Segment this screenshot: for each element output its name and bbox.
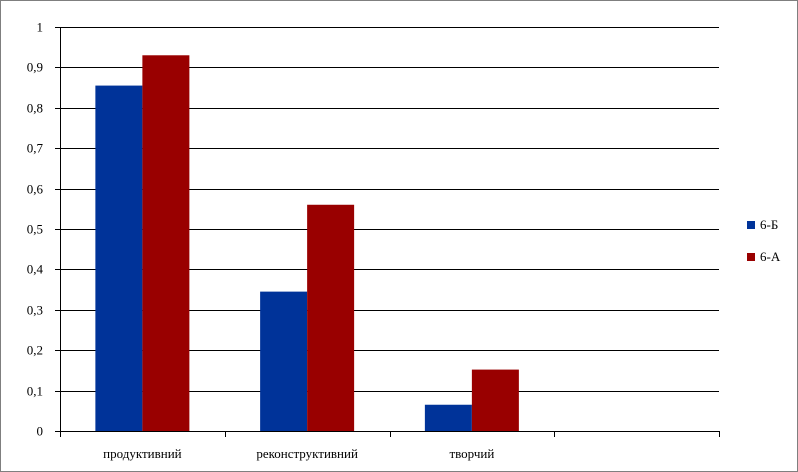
- y-tick-label: 0: [37, 424, 44, 439]
- y-tick-label: 0,1: [27, 384, 43, 399]
- axes: [60, 27, 720, 437]
- y-axis-ticks: 0 0,1 0,2 0,3 0,4 0,5 0,6 0,7 0,8 0,9 1: [27, 20, 60, 439]
- legend: 6-Б 6-А: [747, 217, 781, 264]
- legend-swatch: [747, 253, 755, 261]
- bar: [95, 85, 143, 431]
- bar: [307, 204, 355, 431]
- y-tick-label: 0,6: [27, 182, 44, 197]
- y-tick-label: 0,7: [27, 141, 44, 156]
- y-tick-label: 0,8: [27, 101, 43, 116]
- legend-swatch: [747, 221, 755, 229]
- x-category-label: реконструктивний: [256, 446, 358, 461]
- x-category-label: творчий: [449, 446, 494, 461]
- y-tick-label: 0,2: [27, 343, 43, 358]
- legend-label: 6-А: [760, 249, 781, 264]
- y-tick-label: 0,4: [27, 262, 44, 277]
- x-axis-labels: продуктивний реконструктивний творчий: [103, 446, 494, 461]
- bar: [471, 369, 519, 431]
- y-tick-label: 1: [37, 20, 44, 35]
- y-tick-label: 0,9: [27, 60, 43, 75]
- y-tick-label: 0,3: [27, 303, 43, 318]
- legend-label: 6-Б: [760, 217, 778, 232]
- bar: [424, 404, 472, 431]
- bar: [142, 55, 190, 431]
- bars: [95, 55, 519, 431]
- y-tick-label: 0,5: [27, 222, 43, 237]
- x-category-label: продуктивний: [103, 446, 182, 461]
- bar: [260, 291, 308, 431]
